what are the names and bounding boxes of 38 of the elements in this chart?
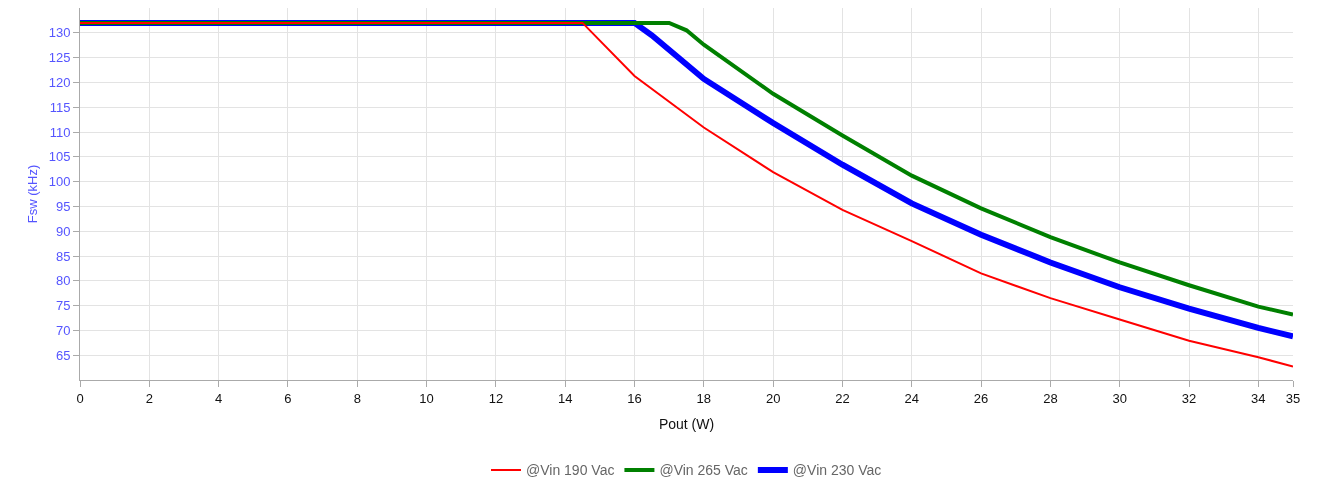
x-tick-label: 6 [284,390,292,406]
y-axis-title: Fsw (kHz) [24,164,40,224]
x-tick-label: 32 [1181,390,1197,406]
legend-label: @Vin 265 Vac [659,462,748,479]
x-tick-label: 35 [1285,390,1301,406]
x-tick-label: 22 [835,390,850,406]
x-tick-label: 26 [973,390,989,406]
legend-label: @Vin 190 Vac [526,462,615,479]
y-tick-label: 75 [55,298,71,314]
x-tick-label: 18 [696,390,712,406]
y-tick-label: 115 [49,99,71,115]
x-tick-label: 24 [904,390,919,406]
x-tick-label: 20 [765,390,781,406]
x-tick-label: 30 [1112,390,1127,406]
x-tick-label: 12 [488,390,504,406]
x-tick-label: 34 [1251,390,1266,406]
y-tick-label: 95 [55,198,71,214]
y-tick-label: 110 [49,124,71,140]
y-tick-label: 65 [55,347,71,363]
x-tick-label: 16 [627,390,642,406]
y-tick-label: 100 [48,174,71,190]
x-tick-label: 2 [145,390,153,406]
x-axis-title: Pout (W) [658,415,715,432]
x-tick-label: 10 [419,390,434,406]
x-tick-label: 4 [215,390,223,406]
y-tick-label: 105 [48,149,71,165]
x-tick-label: 28 [1043,390,1058,406]
y-tick-label: 90 [55,223,71,239]
y-tick-label: 125 [48,50,71,66]
x-tick-label: 14 [557,390,573,406]
x-tick-label: 8 [353,390,361,406]
y-tick-label: 80 [55,273,71,289]
y-tick-label: 85 [55,248,71,264]
y-tick-label: 70 [55,322,71,338]
legend-label: @Vin 230 Vac [792,462,882,479]
x-tick-label: 0 [76,390,84,406]
y-tick-label: 130 [48,25,71,41]
y-tick-label: 120 [48,74,71,90]
